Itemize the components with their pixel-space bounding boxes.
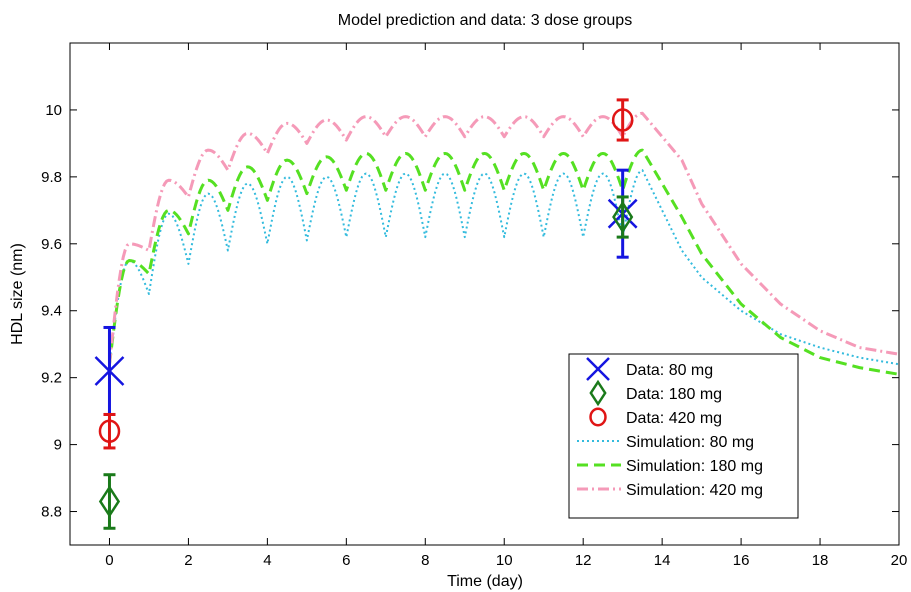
x-tick-label: 18 — [812, 552, 829, 569]
x-tick-label: 14 — [654, 552, 671, 569]
x-axis-label: Time (day) — [447, 573, 523, 590]
data-point-circle — [611, 108, 634, 132]
axes: 0 2 4 6 8 10 12 14 16 18 20 8.8 9 9.2 9.4 9.6 9.8 10 — [41, 43, 907, 569]
legend-label: Data: 180 mg — [626, 386, 722, 403]
x-tick-label: 2 — [184, 552, 192, 569]
y-tick-label: 9.2 — [41, 370, 62, 387]
marker-stroke — [94, 356, 125, 386]
x-tick-label: 10 — [496, 552, 513, 569]
x-tick-label: 20 — [891, 552, 908, 569]
data-point-diamond — [98, 485, 121, 518]
legend-label: Simulation: 420 mg — [626, 482, 763, 499]
legend-label: Simulation: 180 mg — [626, 458, 763, 475]
data-point-diamond — [612, 200, 634, 234]
x-tick-label: 6 — [342, 552, 350, 569]
legend: Data: 80 mg Data: 180 mg Data: 420 mg Simul… — [568, 353, 799, 519]
legend-label: Data: 420 mg — [626, 410, 722, 427]
simulation-line — [107, 148, 899, 376]
marker-stroke — [98, 485, 121, 518]
y-tick-label: 9.4 — [41, 303, 62, 320]
data-markers — [94, 98, 638, 530]
data-point-circle — [98, 419, 121, 443]
marker-stroke — [611, 108, 634, 132]
y-tick-label: 9 — [54, 437, 62, 454]
y-tick-label: 9.6 — [41, 236, 62, 253]
simulation-line — [108, 169, 899, 366]
marker-stroke — [589, 379, 607, 407]
legend-label: Data: 80 mg — [626, 362, 713, 379]
x-tick-label: 8 — [421, 552, 429, 569]
simulation-lines — [107, 111, 899, 376]
chart-title: Model prediction and data: 3 dose groups — [338, 12, 632, 29]
legend-marker-x — [586, 357, 610, 381]
marker-stroke — [612, 200, 634, 234]
y-tick-label: 10 — [45, 102, 62, 119]
x-tick-label: 4 — [263, 552, 271, 569]
marker-stroke — [589, 407, 607, 427]
plot-frame — [69, 42, 900, 546]
marker-stroke — [98, 419, 121, 443]
y-tick-label: 9.8 — [41, 169, 62, 186]
legend-label: Simulation: 80 mg — [626, 434, 754, 451]
marker-stroke — [586, 357, 610, 381]
y-tick-label: 8.8 — [41, 504, 62, 521]
legend-marker-diamond — [589, 379, 607, 407]
y-axis-label: HDL size (nm) — [9, 243, 26, 345]
legend-marker-circle — [589, 407, 607, 427]
x-tick-label: 16 — [733, 552, 750, 569]
legend-box — [568, 353, 799, 519]
data-point-x — [94, 356, 125, 386]
x-tick-label: 12 — [575, 552, 592, 569]
x-tick-label: 0 — [105, 552, 113, 569]
simulation-line — [107, 111, 899, 365]
